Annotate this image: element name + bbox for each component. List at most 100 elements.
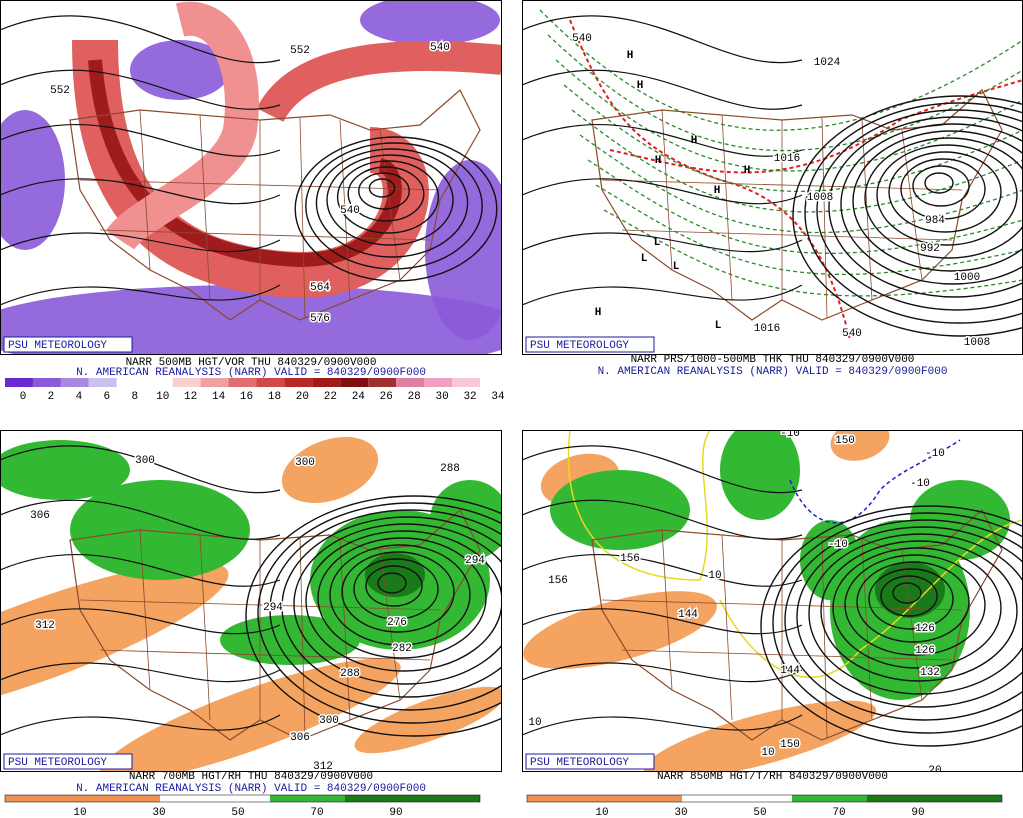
height-contour — [808, 533, 1023, 695]
colorbar-segment — [345, 795, 480, 802]
contour-label: H — [655, 155, 662, 167]
state-border — [139, 109, 151, 271]
borders — [591, 89, 1003, 321]
state-border — [821, 537, 828, 739]
temperature-line — [719, 519, 1023, 678]
map-panel: 552 540 552 540 564 576 PSU METEOROLOGY NARR 50… — [0, 0, 505, 403]
state-border — [99, 649, 431, 661]
contour-label: 10 — [761, 747, 774, 759]
contour-label: 306 — [290, 732, 310, 744]
height-contour — [522, 284, 803, 306]
rh-dry — [523, 591, 717, 669]
contour-label: -10 — [925, 448, 945, 460]
colorbar-label: 10 — [156, 391, 169, 403]
badge: PSU METEOROLOGY — [530, 340, 629, 352]
height-contour — [522, 445, 803, 494]
height-contour — [358, 172, 410, 210]
height-contour — [888, 151, 1002, 233]
colorbar-segment — [32, 378, 61, 387]
contour-label: -10 — [780, 428, 800, 440]
height-contour — [868, 568, 954, 630]
contour-label: -10 — [910, 478, 930, 490]
country-border — [69, 509, 481, 741]
contour-label: 10 — [708, 570, 721, 582]
height-contour — [880, 575, 938, 617]
contour-label: 20 — [928, 765, 941, 777]
rh-moist — [875, 562, 945, 618]
height-contour — [294, 136, 498, 282]
contour-label: 552 — [290, 45, 310, 57]
colorbar-segment — [340, 378, 369, 387]
vorticity-positive — [105, 1, 259, 251]
contour-label: 1008 — [807, 192, 833, 204]
rh-moist — [550, 470, 690, 550]
colorbar-segment — [228, 378, 257, 387]
colorbar-label: 90 — [389, 807, 402, 818]
height-contour — [329, 544, 471, 646]
country-border — [69, 89, 481, 321]
height-contour — [269, 509, 502, 711]
caption: NARR 850MB HGT/T/RH 840329/0900V000 — [657, 771, 888, 783]
height-contour — [784, 519, 1023, 721]
temperature-line — [789, 439, 961, 524]
colorbar-label: 70 — [310, 807, 323, 818]
contour-label: 992 — [920, 243, 940, 255]
colorbar-label: 28 — [408, 391, 421, 403]
state-border — [299, 117, 306, 319]
caption: N. AMERICAN REANALYSIS (NARR) VALID = 84… — [76, 367, 426, 379]
country-border — [591, 509, 1003, 741]
thickness-line — [569, 19, 851, 341]
height-contour — [315, 148, 469, 258]
height-contour — [876, 144, 1018, 246]
thickness-line — [563, 84, 1023, 192]
contour-label: 576 — [310, 313, 330, 325]
contour-label: 132 — [920, 667, 940, 679]
contour-label: 288 — [340, 668, 360, 680]
height-contour — [522, 554, 803, 587]
colorbar-label: 34 — [491, 391, 505, 403]
state-border — [661, 529, 673, 691]
thickness-line — [579, 134, 1023, 234]
state-border — [721, 114, 733, 301]
contour-label: 540 — [340, 205, 360, 217]
vorticity-negative — [0, 110, 65, 250]
contour-label: 1000 — [954, 272, 980, 284]
height-contour — [0, 662, 281, 683]
height-contour — [522, 232, 803, 253]
state-border — [79, 599, 441, 611]
colorbar-frame — [526, 794, 1003, 803]
height-contour — [856, 561, 970, 643]
colorbar-label: 18 — [268, 391, 281, 403]
colorbar-segment — [527, 795, 682, 802]
height-contour — [245, 495, 502, 737]
height-contour — [892, 582, 922, 604]
contour-label: L — [654, 237, 661, 249]
height-contour — [522, 714, 803, 736]
height-contour — [522, 15, 803, 64]
contour-label: L — [673, 261, 680, 273]
height-contour — [368, 178, 396, 198]
height-contour — [816, 109, 1023, 311]
thickness-line — [609, 79, 1023, 174]
contour-label: H — [691, 135, 698, 147]
map-area: 1024 1016 1016 1000 1008 984 992 1008 540 540 H H H H… — [522, 0, 1023, 355]
badge: PSU METEOROLOGY — [530, 757, 629, 769]
rh-dry — [830, 430, 890, 461]
contour-label: 156 — [620, 553, 640, 565]
contour-label: H — [714, 185, 721, 197]
colorbar-label: 8 — [131, 391, 138, 403]
height-contour — [924, 172, 954, 194]
contour-label: 540 — [430, 42, 450, 54]
state-border — [299, 537, 306, 739]
borders — [69, 89, 481, 321]
contour-label: 540 — [842, 328, 862, 340]
contour-label: 294 — [263, 602, 283, 614]
colorbar-segment — [312, 378, 341, 387]
rh-moist — [720, 430, 800, 520]
state-border — [901, 549, 923, 701]
colorbar-segment — [792, 795, 867, 802]
contour-label: 150 — [780, 739, 800, 751]
rh-dry — [354, 686, 502, 754]
